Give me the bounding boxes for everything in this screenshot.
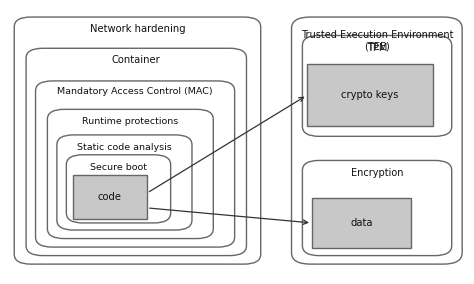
FancyBboxPatch shape [292, 17, 462, 264]
Text: Static code analysis: Static code analysis [77, 143, 172, 152]
FancyBboxPatch shape [66, 155, 171, 223]
Text: crypto keys: crypto keys [341, 90, 399, 100]
Text: Mandatory Access Control (MAC): Mandatory Access Control (MAC) [57, 87, 213, 97]
Text: Container: Container [112, 55, 160, 65]
Text: Secure boot: Secure boot [90, 163, 147, 172]
FancyBboxPatch shape [302, 160, 452, 256]
Text: TPM: TPM [367, 43, 387, 53]
FancyBboxPatch shape [26, 48, 246, 256]
Text: Trusted Execution Environment
(TEE): Trusted Execution Environment (TEE) [301, 30, 453, 51]
Text: Runtime protections: Runtime protections [82, 117, 179, 126]
FancyBboxPatch shape [302, 36, 452, 136]
FancyBboxPatch shape [47, 109, 213, 239]
Text: Network hardening: Network hardening [90, 24, 185, 34]
FancyBboxPatch shape [57, 135, 192, 230]
Text: data: data [350, 218, 373, 228]
Text: Encryption: Encryption [351, 168, 403, 178]
FancyBboxPatch shape [73, 175, 147, 219]
FancyBboxPatch shape [14, 17, 261, 264]
FancyBboxPatch shape [307, 64, 433, 126]
FancyBboxPatch shape [36, 81, 235, 247]
Text: code: code [98, 192, 122, 202]
FancyBboxPatch shape [312, 198, 411, 248]
